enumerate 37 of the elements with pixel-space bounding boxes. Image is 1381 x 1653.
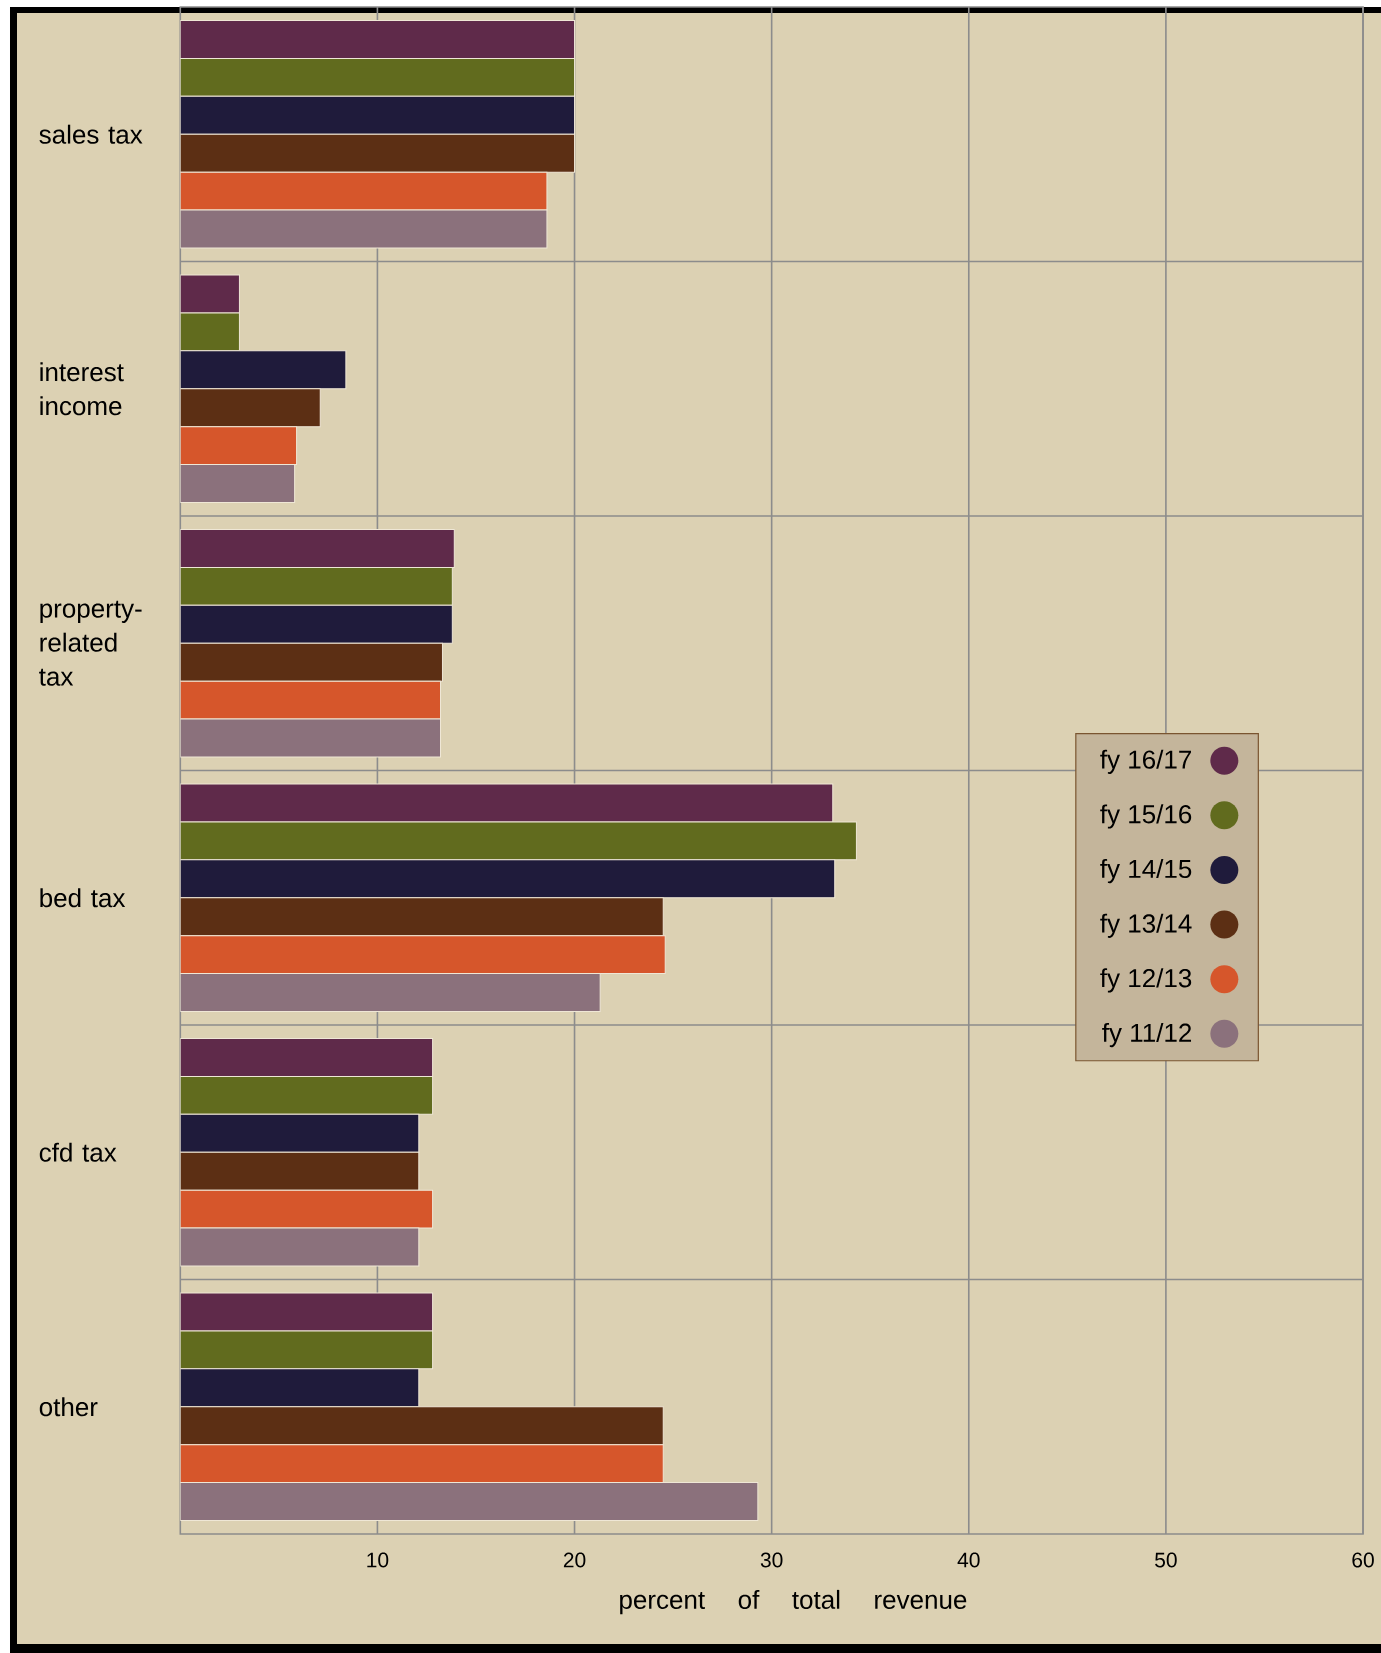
y-tick-label: sales tax [39,124,143,144]
bar [180,1038,434,1077]
y-tick-label: cfd tax [39,1142,117,1162]
x-axis-title: percent of total revenue [620,1589,967,1615]
y-tick-label: bed tax [40,888,126,908]
bar [180,604,453,644]
x-tick-label: 40 [957,1552,980,1568]
bar [180,350,347,390]
legend-label: fy 13/14 [1100,913,1192,938]
bar [180,1292,434,1332]
bar [180,1368,420,1408]
x-tick-label: 30 [760,1552,783,1568]
y-tick-label: property-related tax [39,600,142,686]
legend-label: fy 12/13 [1100,968,1192,993]
legend-label: fy 11/12 [1102,1022,1192,1048]
bar [180,57,576,97]
bar [180,821,857,861]
bar [180,274,240,314]
x-tick-label: 20 [563,1552,586,1568]
bar [180,1330,434,1370]
bar [180,529,455,568]
legend-label: fy 15/16 [1100,804,1192,829]
x-tick-label: 60 [1352,1552,1374,1568]
legend-label: fy 16/17 [1100,749,1191,774]
bar [180,783,834,823]
bar [180,20,576,59]
bar [180,312,240,352]
x-tick-label: 50 [1155,1552,1177,1568]
bar [180,859,836,899]
bar [180,95,576,135]
bar [180,566,453,606]
y-tick-label: other [39,1397,98,1417]
x-tick-label: 10 [367,1552,389,1568]
bar [180,1113,420,1153]
y-tick-label: interest income [40,362,124,416]
legend-label: fy 14/15 [1100,858,1192,884]
bar [180,1075,434,1115]
